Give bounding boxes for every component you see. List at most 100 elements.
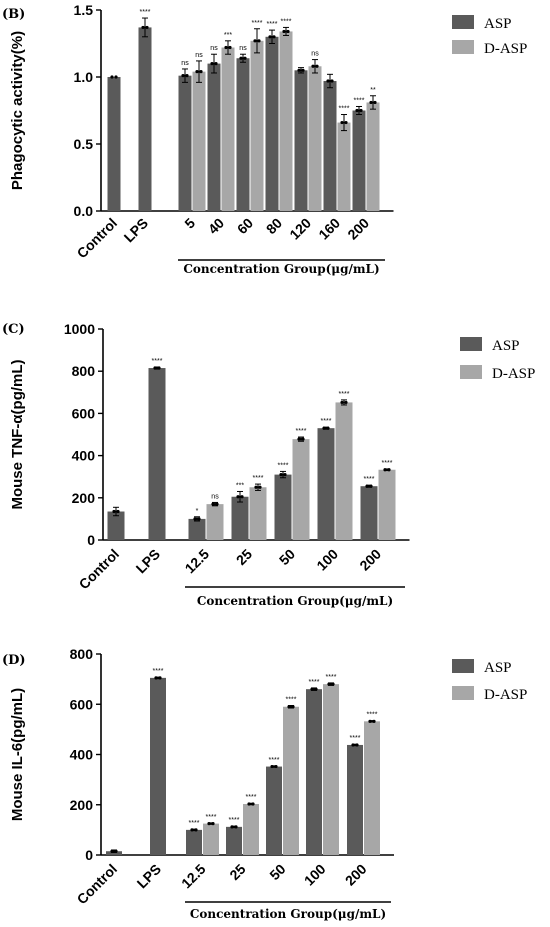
data-point xyxy=(344,120,348,125)
data-point xyxy=(355,108,359,113)
significance-label: **** xyxy=(246,794,257,801)
chart-panel-2: (D) Mouse IL-6(pg/mL) 0 200 400 600 800 Control… xyxy=(2,646,527,921)
legend-swatch xyxy=(452,686,474,700)
legend-label: ASP xyxy=(484,16,512,32)
bar-asp xyxy=(265,36,279,211)
data-point xyxy=(239,56,243,60)
x-tick-label: 50 xyxy=(266,861,288,883)
data-point xyxy=(251,802,255,806)
data-point xyxy=(326,426,330,430)
bar-d-asp xyxy=(206,504,224,540)
y-tick-label: 800 xyxy=(70,646,94,662)
group-label: Concentration Group(μg/mL) xyxy=(197,594,393,608)
bar-d-asp xyxy=(323,684,339,855)
significance-label: **** xyxy=(286,697,297,704)
y-axis-title: Mouse TNF-α(pg/mL) xyxy=(9,359,26,509)
data-point xyxy=(282,29,286,34)
bar-asp xyxy=(188,518,206,540)
data-point xyxy=(145,25,149,30)
bar-d-asp xyxy=(308,66,322,211)
bar-d-asp xyxy=(279,31,293,211)
x-tick-label: 12.5 xyxy=(182,546,213,577)
data-point xyxy=(311,64,315,68)
significance-label: **** xyxy=(267,21,278,28)
bar-d-asp xyxy=(378,469,396,540)
data-point xyxy=(214,62,218,66)
chart-panel-1: (C) Mouse TNF-α(pg/mL) 0 200 400 600 800 1000 Co… xyxy=(2,321,535,608)
data-point xyxy=(322,426,326,430)
data-point xyxy=(211,821,215,826)
significance-label: **** xyxy=(296,428,307,435)
y-tick-label: 0.5 xyxy=(74,136,94,152)
x-tick-label: Control xyxy=(76,546,123,593)
significance-label: **** xyxy=(339,106,350,113)
x-tick-label: Control xyxy=(74,215,121,262)
y-tick-label: 400 xyxy=(70,747,94,763)
x-tick-label: 200 xyxy=(342,861,370,889)
data-point xyxy=(287,705,291,709)
data-point xyxy=(365,484,369,488)
x-tick-label: 200 xyxy=(344,215,372,243)
significance-label: **** xyxy=(153,668,164,675)
data-point xyxy=(301,68,305,72)
data-point xyxy=(355,743,359,747)
bar-asp xyxy=(317,428,335,540)
bar-asp xyxy=(236,58,250,211)
bar-d-asp xyxy=(192,71,206,211)
x-tick-label: 100 xyxy=(313,546,341,574)
bar-control xyxy=(107,77,121,211)
x-tick-label: 5 xyxy=(181,215,198,232)
panel-label: (D) xyxy=(2,653,26,668)
significance-label: ns xyxy=(311,51,319,58)
data-point xyxy=(340,120,344,125)
legend-swatch xyxy=(452,659,474,673)
significance-label: **** xyxy=(140,9,151,16)
x-tick-label: 80 xyxy=(263,215,285,237)
bar-d-asp xyxy=(221,47,235,211)
y-tick-label: 200 xyxy=(72,490,96,506)
bar-d-asp xyxy=(337,122,351,211)
significance-label: **** xyxy=(269,757,280,764)
data-point xyxy=(116,509,120,514)
bar-lps xyxy=(150,677,166,855)
data-point xyxy=(240,495,244,499)
data-point xyxy=(114,75,118,79)
data-point xyxy=(330,79,334,83)
legend-label: D-ASP xyxy=(484,41,527,57)
y-tick-label: 1000 xyxy=(64,321,95,337)
x-tick-label: LPS xyxy=(121,215,152,246)
significance-label: **** xyxy=(253,475,264,482)
bar-asp xyxy=(306,689,322,855)
data-point xyxy=(359,108,363,113)
legend-swatch xyxy=(452,15,474,29)
bar-lps xyxy=(138,27,152,212)
data-point xyxy=(254,485,258,489)
bar-d-asp xyxy=(283,706,299,855)
x-tick-label: LPS xyxy=(133,546,164,577)
data-point xyxy=(181,74,185,78)
significance-label: ns xyxy=(210,45,218,52)
bar-asp xyxy=(178,75,192,211)
significance-label: ns xyxy=(181,60,189,67)
bar-asp xyxy=(207,63,221,211)
significance-label: **** xyxy=(152,358,163,365)
x-tick-label: 60 xyxy=(234,215,256,237)
y-tick-label: 1.0 xyxy=(74,69,94,85)
data-point xyxy=(326,79,330,83)
x-tick-label: 120 xyxy=(286,215,314,243)
data-point xyxy=(157,366,161,370)
y-axis-title: Phagocytic activity(%) xyxy=(9,31,26,190)
data-point xyxy=(211,502,215,506)
data-point xyxy=(310,687,314,691)
significance-label: **** xyxy=(281,18,292,25)
data-point xyxy=(236,495,240,499)
legend-label: ASP xyxy=(484,660,512,676)
data-point xyxy=(383,468,387,472)
data-point xyxy=(185,74,189,78)
data-point xyxy=(210,62,214,66)
data-point xyxy=(199,70,203,74)
data-point xyxy=(197,517,201,521)
data-point xyxy=(243,56,247,60)
data-point xyxy=(193,517,197,521)
